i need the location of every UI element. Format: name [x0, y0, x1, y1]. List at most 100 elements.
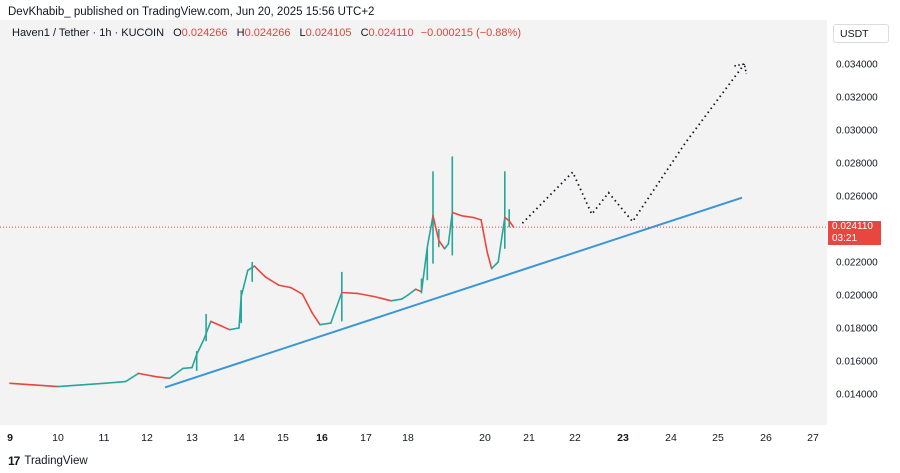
last-price-value: 0.024110 [832, 221, 873, 232]
price-segment [168, 367, 184, 380]
last-price-tag: 0.024110 03:21 [828, 221, 881, 245]
x-tick-label: 25 [712, 432, 724, 444]
low-value: 0.024105 [305, 27, 352, 39]
price-segment [253, 265, 267, 278]
low-label: L [299, 27, 306, 39]
x-tick-label: 24 [665, 432, 677, 444]
y-tick-label: 0.026000 [836, 192, 878, 203]
price-segment [319, 322, 332, 326]
price-segment [503, 216, 511, 222]
price-segment [182, 366, 193, 370]
y-tick-label: 0.030000 [836, 126, 878, 137]
price-segment [432, 215, 440, 242]
price-segment [33, 384, 59, 388]
x-tick-label: 26 [760, 432, 772, 444]
high-value: 0.024266 [244, 27, 291, 39]
price-segment [480, 219, 489, 253]
y-tick-label: 0.022000 [836, 258, 878, 269]
price-segment [497, 216, 506, 263]
price-segment [461, 215, 475, 219]
x-tick-label: 20 [479, 432, 491, 444]
x-tick-label: 16 [316, 432, 328, 444]
x-tick-label: 23 [617, 432, 629, 444]
y-tick-label: 0.020000 [836, 291, 878, 302]
y-tick-label: 0.028000 [836, 159, 878, 170]
price-segment [210, 320, 221, 327]
price-segment [420, 246, 429, 293]
candle-wicks [195, 156, 511, 371]
open-value: 0.024266 [181, 27, 228, 39]
price-segment [219, 324, 231, 331]
x-tick-label: 9 [7, 432, 13, 444]
price-segment [373, 295, 393, 302]
price-segment [9, 382, 35, 386]
x-tick-label: 17 [360, 432, 372, 444]
price-segment [124, 372, 140, 383]
plot-area[interactable] [0, 20, 827, 425]
projection-arrowhead [734, 63, 748, 75]
price-segment [486, 251, 493, 270]
y-tick-label: 0.016000 [836, 357, 878, 368]
y-tick-label: 0.032000 [836, 93, 878, 104]
price-segment [301, 293, 314, 314]
price-segment [155, 375, 171, 380]
symbol-name[interactable]: Haven1 / Tether · 1h · KUCOIN [12, 27, 165, 39]
price-segment [400, 294, 409, 300]
y-tick-label: 0.034000 [836, 60, 878, 71]
x-tick-label: 11 [99, 432, 110, 444]
time-ticks: 9 10 11 12 13 14 15 16 17 18 20 21 22 23 24 25 26 27 [7, 432, 819, 444]
footer: 17 TradingView [8, 454, 88, 468]
price-segment [264, 276, 280, 286]
price-segment [238, 295, 242, 329]
currency-button[interactable]: USDT [833, 24, 889, 43]
price-segment [447, 211, 454, 245]
price-segment [472, 216, 482, 221]
open-label: O [173, 27, 182, 39]
price-segment [311, 312, 321, 326]
price-segment [340, 291, 359, 295]
x-tick-label: 22 [569, 432, 581, 444]
price-segment [490, 261, 500, 270]
price-segment [195, 338, 205, 356]
y-tick-label: 0.018000 [836, 324, 878, 335]
x-tick-label: 10 [52, 432, 64, 444]
price-segment [329, 291, 343, 324]
brand-name[interactable]: TradingView [24, 455, 88, 467]
price-segment [191, 353, 198, 369]
price-segment [414, 288, 423, 293]
price-segment [356, 292, 376, 298]
price-segment [390, 298, 403, 302]
x-tick-label: 13 [186, 432, 198, 444]
price-segment [57, 384, 82, 388]
x-tick-label: 21 [523, 432, 535, 444]
price-segment [426, 215, 434, 248]
change-value: −0.000215 (−0.88%) [420, 27, 521, 39]
x-tick-label: 12 [141, 432, 153, 444]
price-segment [443, 243, 450, 250]
bar-countdown: 03:21 [832, 233, 858, 244]
tradingview-logo-icon[interactable]: 17 [8, 454, 20, 468]
high-label: H [236, 27, 245, 39]
close-label: C [360, 27, 369, 39]
symbol-legend: Haven1 / Tether · 1h · KUCOIN O0.024266 … [12, 27, 521, 39]
x-tick-label: 14 [233, 432, 245, 444]
x-tick-label: 27 [807, 432, 819, 444]
price-segment [508, 220, 515, 228]
time-axis[interactable] [0, 425, 827, 449]
price-segment [451, 211, 463, 217]
x-tick-label: 15 [277, 432, 289, 444]
price-segment [289, 286, 304, 296]
trendline[interactable] [164, 196, 743, 389]
price-segments [9, 211, 515, 388]
projection-path[interactable] [521, 63, 746, 224]
x-tick-label: 18 [402, 432, 414, 444]
price-segment [137, 372, 157, 378]
price-segment [407, 288, 417, 296]
price-segment [80, 382, 105, 386]
publisher-line: DevKhabib_ published on TradingView.com,… [8, 6, 375, 18]
price-segment [277, 284, 292, 289]
price-segment [103, 380, 127, 385]
price-segment [437, 239, 446, 250]
price-segment [247, 265, 256, 272]
